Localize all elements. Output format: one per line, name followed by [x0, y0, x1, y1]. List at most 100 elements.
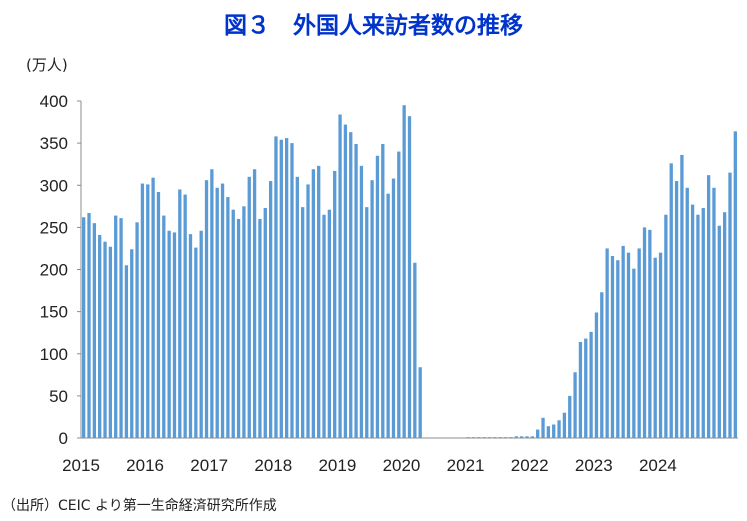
bar-28	[231, 209, 235, 438]
bar-29	[236, 218, 241, 438]
bar-22	[199, 230, 203, 438]
bar-23	[204, 180, 209, 438]
bar-57	[386, 193, 390, 438]
bar-8	[124, 265, 129, 438]
bar-92	[573, 372, 577, 438]
bar-115	[696, 214, 700, 438]
bar-5	[108, 246, 113, 438]
bar-116	[701, 208, 705, 438]
bar-13	[151, 177, 155, 439]
bar-56	[381, 143, 385, 438]
bar-119	[717, 225, 721, 438]
bar-19	[183, 194, 187, 438]
bar-37	[279, 139, 283, 438]
bar-1	[87, 213, 91, 438]
bar-91	[568, 395, 572, 439]
bar-40	[295, 176, 299, 438]
y-tick-label: 250	[40, 218, 68, 237]
bar-3	[98, 234, 102, 438]
bar-113	[685, 187, 689, 438]
bar-81	[514, 436, 518, 438]
bar-12	[146, 184, 150, 438]
bar-121	[728, 172, 732, 439]
bar-50	[349, 132, 353, 439]
bar-51	[354, 143, 358, 438]
x-tick-label: 2020	[383, 456, 421, 475]
x-tick-label: 2017	[190, 456, 228, 475]
bar-110	[669, 163, 673, 438]
bar-86	[541, 417, 545, 438]
bar-100	[616, 260, 620, 438]
bar-98	[605, 248, 609, 438]
bar-109	[664, 214, 668, 438]
bar-14	[156, 191, 161, 438]
x-axis-ticks: 2015 2016 2017 2018 2019 2020 2021 2022 2023 2024	[62, 456, 677, 475]
bar-106	[648, 229, 652, 438]
x-tick-label: 2022	[511, 456, 549, 475]
bar-30	[242, 206, 246, 438]
bar-83	[525, 436, 529, 438]
bar-11	[140, 183, 145, 438]
y-tick-label: 100	[40, 345, 68, 364]
bar-96	[594, 312, 599, 438]
y-tick-label: 0	[59, 429, 68, 448]
bar-87	[546, 426, 551, 438]
bar-95	[589, 331, 593, 438]
bar-61	[407, 116, 412, 439]
bar-34	[263, 208, 267, 438]
x-tick-label: 2023	[575, 456, 613, 475]
y-tick-label: 350	[40, 134, 68, 153]
y-axis-unit-label: (万人)	[26, 56, 68, 74]
bar-4	[103, 241, 107, 438]
bar-59	[397, 151, 401, 439]
bar-112	[680, 154, 684, 439]
bar-49	[343, 124, 348, 438]
bar-35	[268, 181, 273, 439]
bar-45	[322, 214, 326, 438]
bar-107	[653, 257, 657, 438]
bar-39	[290, 143, 294, 439]
bar-108	[658, 252, 663, 438]
bar-6	[114, 215, 118, 438]
bar-31	[247, 176, 251, 438]
bar-47	[333, 170, 337, 438]
bar-42	[306, 184, 310, 438]
bar-117	[706, 175, 711, 438]
bar-41	[301, 207, 305, 438]
bar-25	[215, 187, 219, 438]
y-tick-label: 400	[40, 92, 68, 111]
bars-group	[82, 105, 737, 439]
bar-0	[82, 217, 86, 438]
bar-53	[365, 207, 369, 438]
bar-60	[402, 105, 406, 439]
bar-118	[712, 187, 716, 438]
x-tick-label: 2015	[62, 456, 100, 475]
bar-103	[632, 268, 636, 438]
bar-10	[135, 222, 139, 438]
bar-122	[733, 131, 737, 438]
bar-48	[338, 114, 342, 438]
bar-27	[226, 197, 230, 438]
bar-24	[210, 169, 214, 439]
bar-46	[327, 209, 332, 438]
source-note: （出所）CEIC より第一生命経済研究所作成	[2, 498, 277, 514]
bar-9	[130, 249, 134, 438]
bar-26	[220, 183, 225, 438]
bar-44	[317, 165, 321, 438]
bar-17	[172, 232, 177, 438]
bar-20	[188, 234, 193, 438]
y-tick-label: 300	[40, 176, 68, 195]
bar-82	[520, 436, 524, 438]
bar-93	[578, 341, 583, 438]
bar-33	[258, 218, 262, 438]
bar-84	[530, 436, 535, 438]
bar-101	[621, 245, 625, 438]
bar-88	[552, 424, 556, 438]
bar-85	[536, 429, 540, 438]
bar-43	[311, 169, 316, 439]
bar-7	[119, 218, 123, 438]
x-tick-label: 2021	[447, 456, 485, 475]
bar-52	[359, 165, 364, 438]
bar-2	[92, 223, 97, 438]
